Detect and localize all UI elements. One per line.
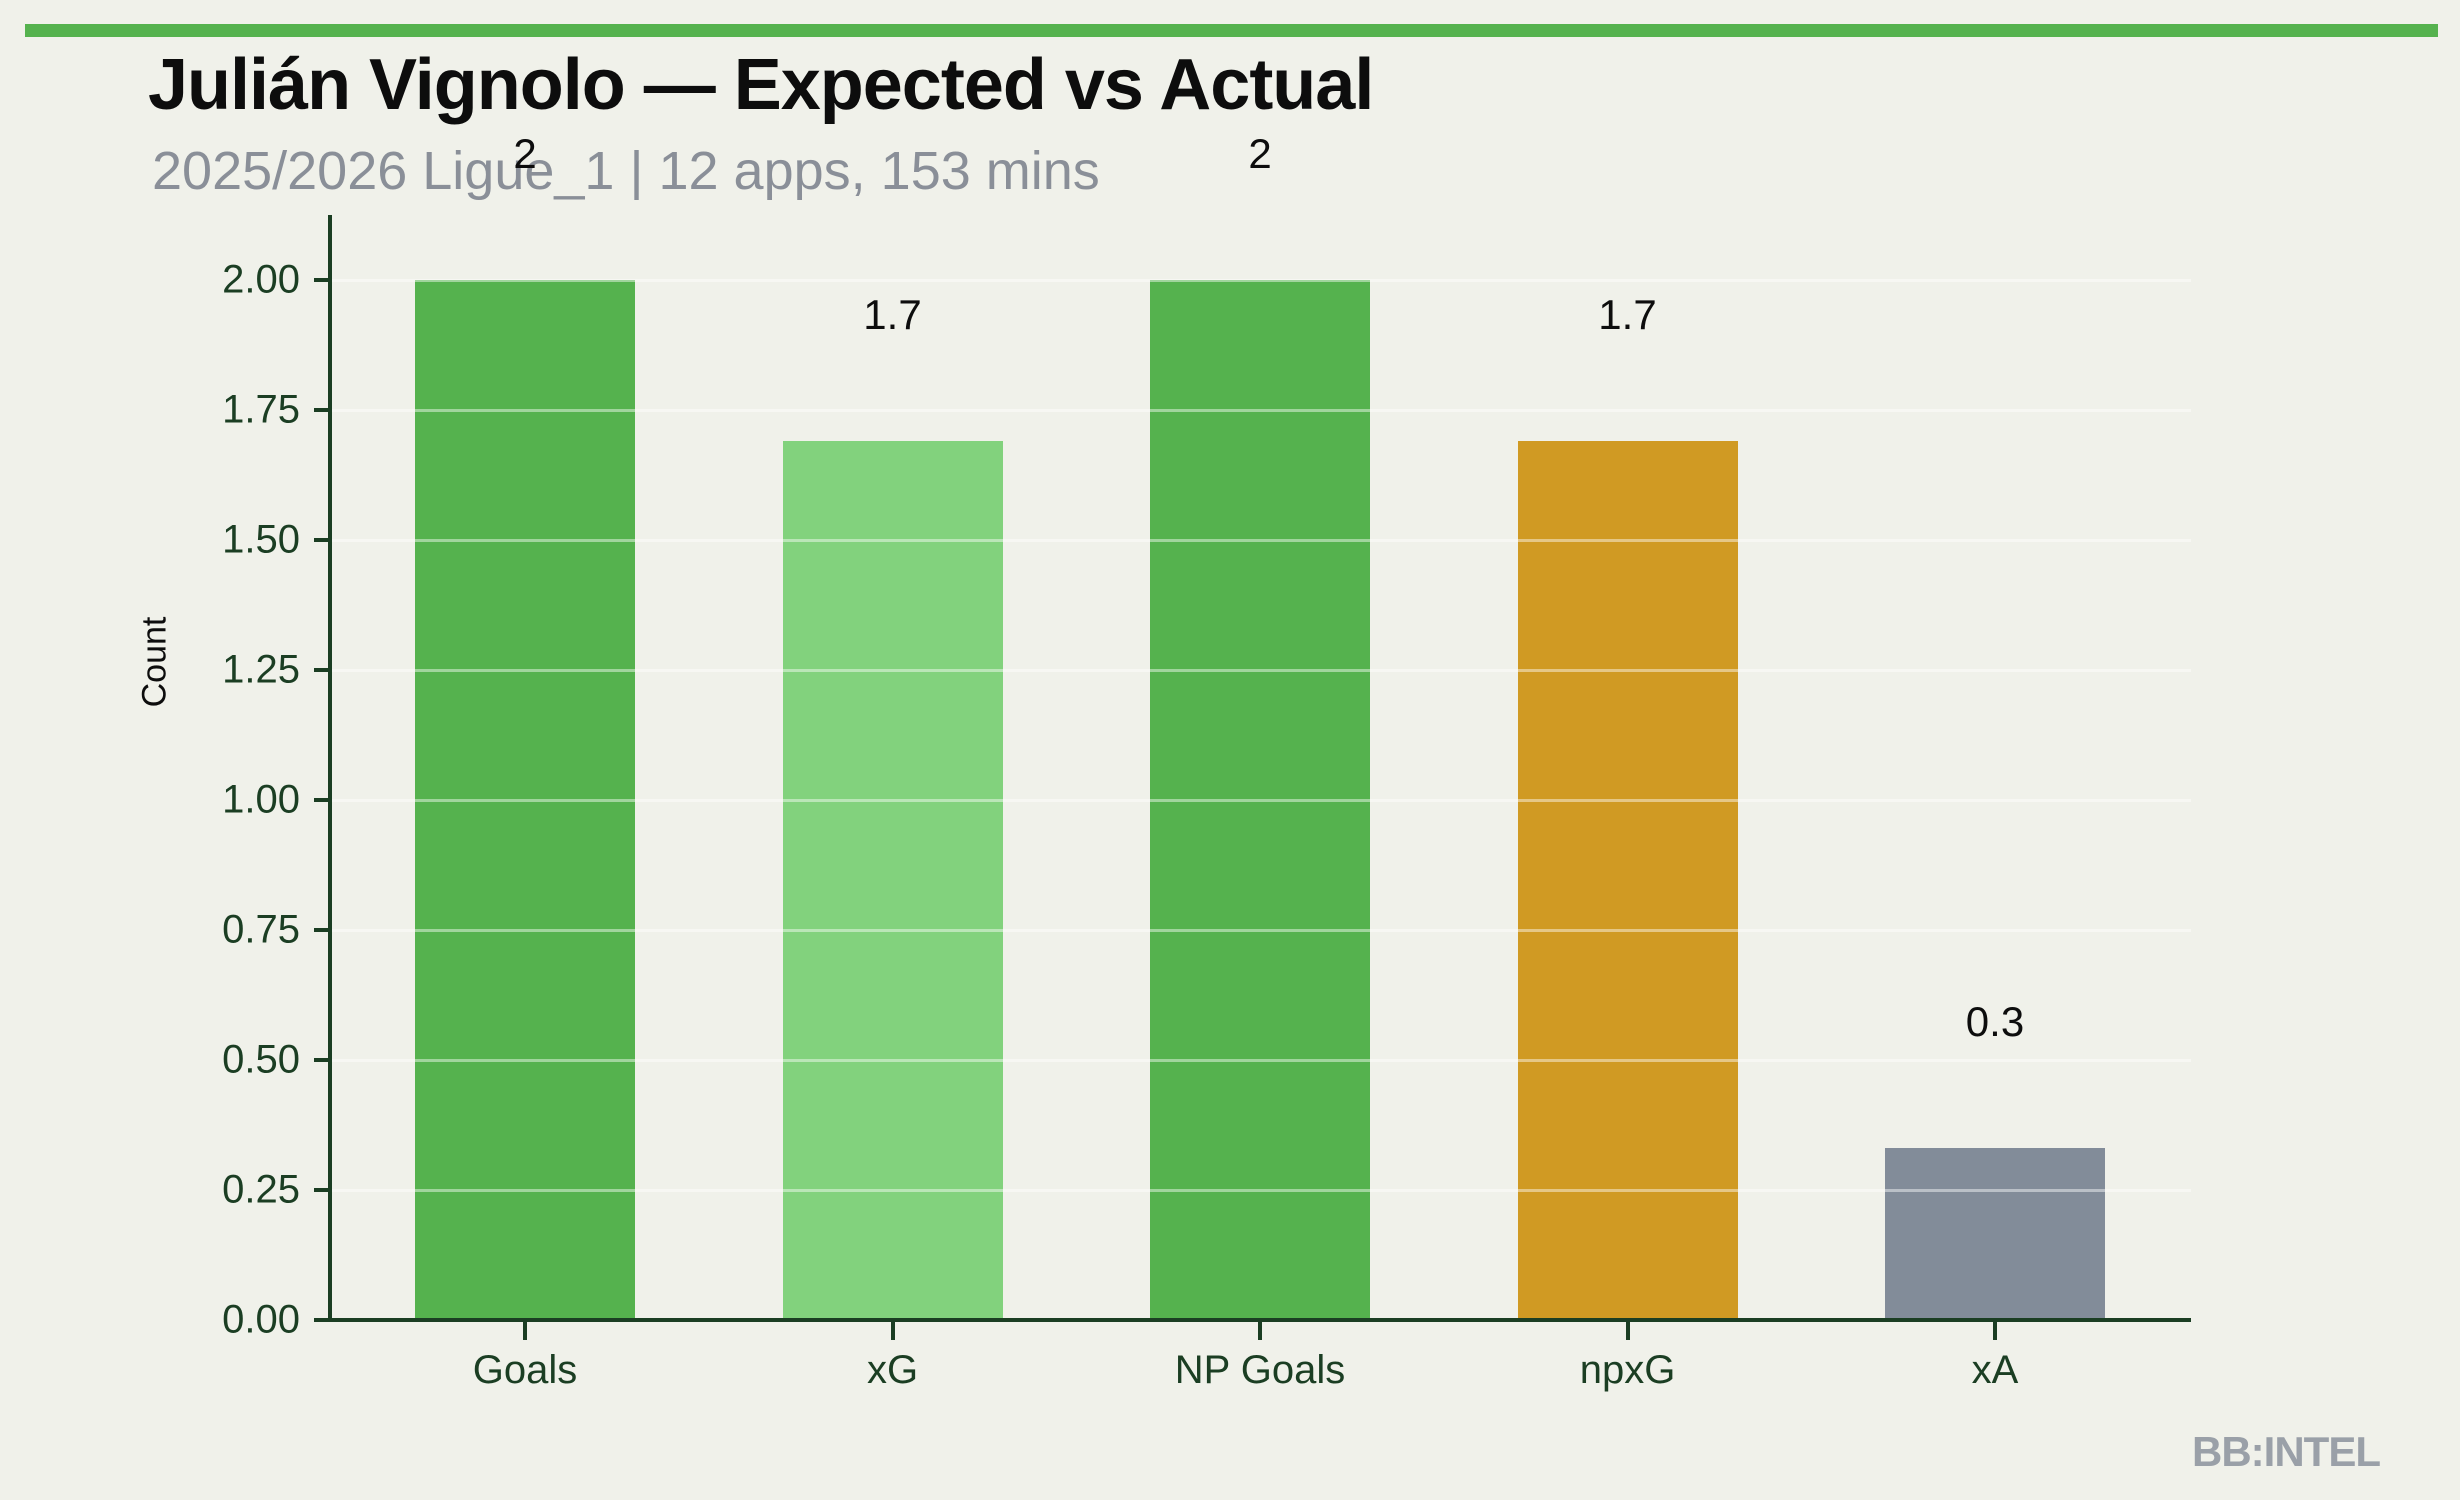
y-tick-label-1.25: 1.25 [222,647,300,692]
x-tick-np-goals [1258,1322,1262,1340]
x-tick-label-xa: xA [1971,1348,2019,1392]
y-tick-label-0.75: 0.75 [222,907,300,952]
x-tick-label-npxg: npxG [1579,1348,1676,1392]
y-tick-label-0.00: 0.00 [222,1297,300,1342]
y-tick-0.25 [314,1188,330,1192]
y-tick-1.00 [314,798,330,802]
bar-npxg [1517,441,1738,1320]
gridline-2 [330,279,2191,282]
watermark-text: BB:INTEL [2192,1428,2381,1475]
bar-xa [1885,1148,2105,1320]
y-tick-1.75 [314,408,330,412]
x-tick-label-goals: Goals [472,1348,578,1392]
bar-goals [415,280,635,1320]
gridline-0.5 [330,1059,2191,1062]
y-tick-0.50 [314,1058,330,1062]
gridline-0.75 [330,929,2191,932]
y-tick-1.50 [314,538,330,542]
y-tick-label-2.00: 2.00 [222,257,300,302]
y-tick-label-1.50: 1.50 [222,517,300,562]
value-label-xa: 0.3 [1965,998,2025,1046]
y-axis-line [328,215,332,1322]
x-tick-xg [890,1322,895,1340]
accent-strip [25,24,2438,37]
y-tick-2.00 [314,278,330,282]
value-label-xg: 1.7 [863,291,922,339]
y-tick-label-0.25: 0.25 [222,1167,300,1212]
y-tick-label-1.00: 1.00 [222,777,300,822]
gridline-1 [330,799,2191,802]
x-tick-xa [1993,1322,1997,1340]
x-tick-goals [523,1322,527,1340]
y-tick-1.25 [314,668,330,672]
value-label-goals: 2 [513,130,537,177]
value-label-np-goals: 2 [1248,130,1272,177]
bar-xg [782,441,1003,1320]
gridline-0.25 [330,1189,2191,1192]
y-tick-label-0.50: 0.50 [222,1037,300,1082]
gridline-1.5 [330,539,2191,542]
bar-np-goals [1150,280,1370,1320]
chart-subtitle: 2025/2026 Ligue_1 | 12 apps, 153 mins [152,141,1100,201]
gridline-1.25 [330,669,2191,672]
y-tick-0.75 [314,928,330,932]
y-tick-label-1.75: 1.75 [222,387,300,432]
value-label-npxg: 1.7 [1598,291,1657,339]
gridline-1.75 [330,409,2191,412]
x-tick-label-xg: xG [866,1348,919,1392]
y-tick-0.00 [314,1318,330,1322]
x-tick-label-np-goals: NP Goals [1174,1348,1346,1392]
x-tick-npxg [1625,1322,1630,1340]
x-axis-line [328,1318,2191,1322]
chart-title: Julián Vignolo — Expected vs Actual [148,45,1374,125]
